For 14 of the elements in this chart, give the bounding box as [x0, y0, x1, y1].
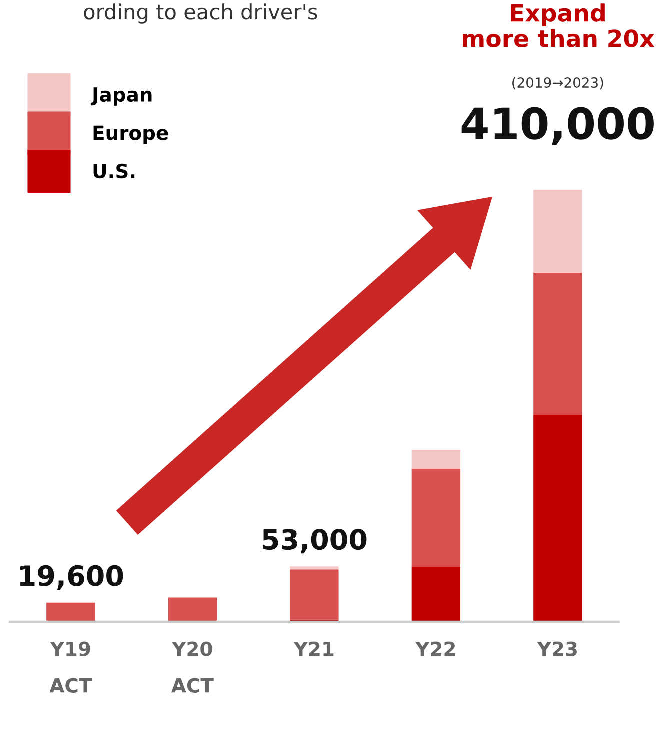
x-tick-label: Y23: [537, 642, 577, 656]
annotation: 53,000: [262, 529, 367, 554]
x-tick-label: Y20 ACT: [171, 642, 214, 693]
x-tick-label: Y19 ACT: [50, 642, 92, 693]
legend-label: U.S.: [94, 164, 135, 179]
text: (2019→2023): [512, 77, 604, 90]
legend-label: Japan: [90, 88, 152, 106]
legend-label: Europe: [94, 126, 168, 144]
x-tick-label: Y22: [415, 642, 456, 656]
x-tick-label: Y21: [294, 642, 334, 656]
annotation: 410,000: [462, 107, 654, 146]
text: Expand more than 20x: [462, 4, 655, 48]
annotation: 19,600: [20, 565, 124, 590]
text: ording to each driver's: [84, 4, 318, 24]
